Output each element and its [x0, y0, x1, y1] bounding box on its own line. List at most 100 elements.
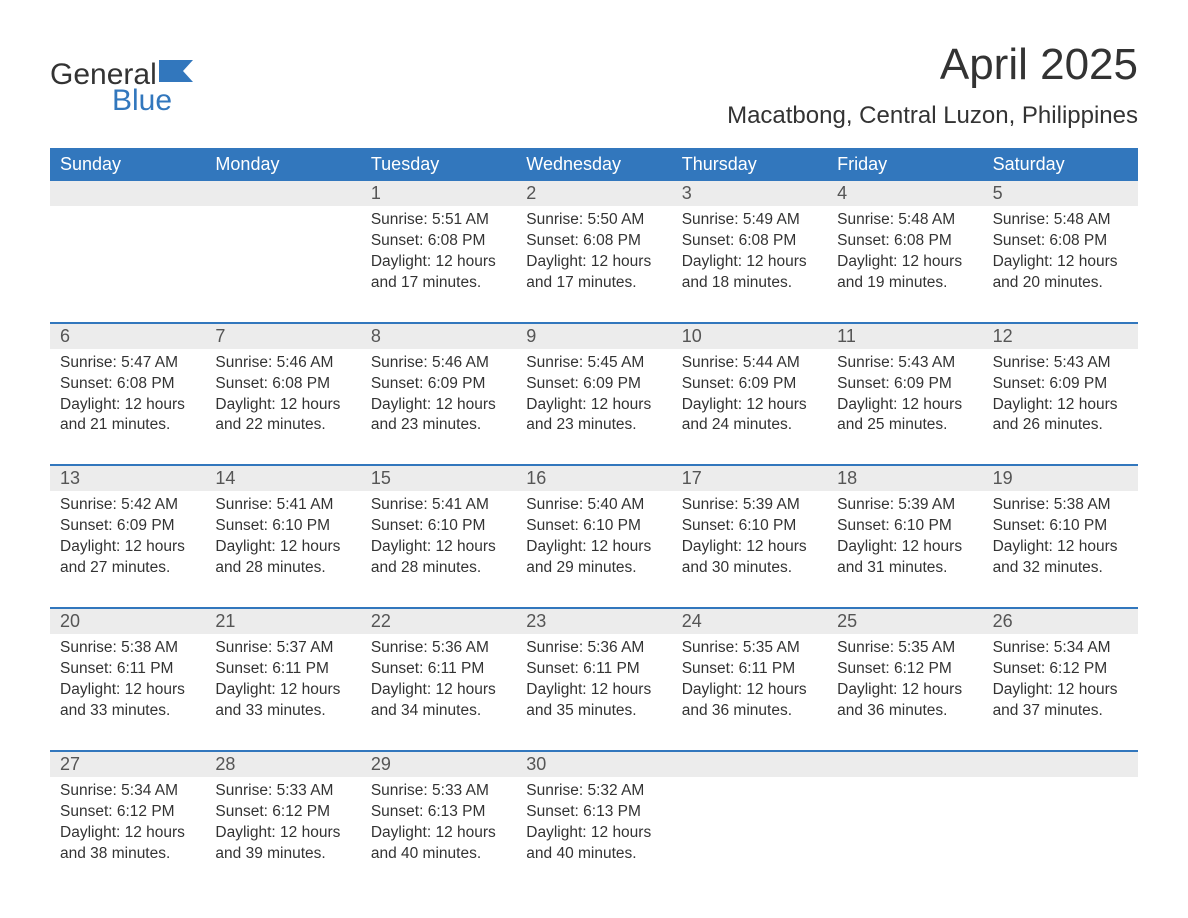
- day-cell-line: Sunrise: 5:51 AM: [371, 210, 506, 231]
- day-number: 29: [361, 752, 516, 777]
- day-cell: Sunrise: 5:35 AMSunset: 6:12 PMDaylight:…: [827, 634, 982, 732]
- month-title: April 2025: [727, 40, 1138, 90]
- day-cell-line: and 36 minutes.: [682, 701, 817, 722]
- day-cell: Sunrise: 5:32 AMSunset: 6:13 PMDaylight:…: [516, 777, 671, 875]
- day-number: 27: [50, 752, 205, 777]
- title-block: April 2025 Macatbong, Central Luzon, Phi…: [727, 40, 1138, 130]
- day-number: 18: [827, 466, 982, 491]
- day-cell-line: Sunrise: 5:36 AM: [526, 638, 661, 659]
- week-row: 12345 Sunrise: 5:51 AM Sunset: 6:08 PM Dayl…: [50, 181, 1138, 304]
- day-cell-line: Daylight: 12 hours: [371, 252, 506, 273]
- day-cell-line: and 35 minutes.: [526, 701, 661, 722]
- day-cell: Sunrise: 5:44 AMSunset: 6:09 PMDaylight:…: [672, 349, 827, 447]
- day-cell-line: Sunrise: 5:45 AM: [526, 353, 661, 374]
- day-cell-line: Sunset: 6:13 PM: [526, 802, 661, 823]
- day-cell-line: Daylight: 12 hours: [993, 395, 1128, 416]
- day-header-sunday: Sunday: [50, 148, 205, 181]
- day-cell-line: Sunset: 6:11 PM: [60, 659, 195, 680]
- day-cell-line: Sunrise: 5:38 AM: [60, 638, 195, 659]
- day-number: 24: [672, 609, 827, 634]
- week-row: 27282930Sunrise: 5:34 AMSunset: 6:12 PMD…: [50, 750, 1138, 875]
- day-cell-line: Sunrise: 5:48 AM: [993, 210, 1128, 231]
- day-cell-line: Sunrise: 5:36 AM: [371, 638, 506, 659]
- day-cell-line: Sunset: 6:12 PM: [215, 802, 350, 823]
- day-cell-line: and 33 minutes.: [215, 701, 350, 722]
- day-cell-line: Sunrise: 5:33 AM: [215, 781, 350, 802]
- day-cell-line: Sunrise: 5:32 AM: [526, 781, 661, 802]
- day-cell-line: Sunset: 6:08 PM: [60, 374, 195, 395]
- day-cell-line: Sunrise: 5:50 AM: [526, 210, 661, 231]
- day-header-wednesday: Wednesday: [516, 148, 671, 181]
- day-cell-line: Daylight: 12 hours: [682, 680, 817, 701]
- logo-flag-icon: [159, 60, 193, 87]
- day-cell-line: and 20 minutes.: [993, 273, 1128, 294]
- day-cell-line: Sunrise: 5:39 AM: [837, 495, 972, 516]
- day-number: [827, 752, 982, 777]
- day-cell-line: and 23 minutes.: [371, 415, 506, 436]
- day-number: 10: [672, 324, 827, 349]
- day-cell-line: Sunrise: 5:40 AM: [526, 495, 661, 516]
- day-cell: Sunrise: 5:49 AMSunset: 6:08 PMDaylight:…: [672, 206, 827, 304]
- day-cell-line: and 40 minutes.: [371, 844, 506, 865]
- day-cell-line: Sunset: 6:11 PM: [371, 659, 506, 680]
- day-number: [50, 181, 205, 206]
- day-cell-line: Sunset: 6:08 PM: [837, 231, 972, 252]
- day-cell-line: Daylight: 12 hours: [526, 823, 661, 844]
- day-cell-line: Sunset: 6:10 PM: [682, 516, 817, 537]
- day-header-row: SundayMondayTuesdayWednesdayThursdayFrid…: [50, 148, 1138, 181]
- day-cell-line: and 21 minutes.: [60, 415, 195, 436]
- day-cell-line: Sunset: 6:10 PM: [215, 516, 350, 537]
- day-number: 3: [672, 181, 827, 206]
- day-cell-line: Daylight: 12 hours: [371, 395, 506, 416]
- day-number: 12: [983, 324, 1138, 349]
- day-cell-line: and 28 minutes.: [371, 558, 506, 579]
- day-number: [672, 752, 827, 777]
- day-cell-line: Sunset: 6:09 PM: [371, 374, 506, 395]
- day-cell-line: Sunrise: 5:46 AM: [371, 353, 506, 374]
- day-number: 16: [516, 466, 671, 491]
- day-cell-line: Daylight: 12 hours: [371, 680, 506, 701]
- day-cell-line: Sunrise: 5:34 AM: [60, 781, 195, 802]
- day-cell-line: Daylight: 12 hours: [837, 680, 972, 701]
- day-number: 6: [50, 324, 205, 349]
- day-header-thursday: Thursday: [672, 148, 827, 181]
- day-cell: Sunrise: 5:39 AMSunset: 6:10 PMDaylight:…: [827, 491, 982, 589]
- day-cell-line: Sunrise: 5:41 AM: [371, 495, 506, 516]
- daynum-row: 12345: [50, 181, 1138, 206]
- day-cell-line: and 39 minutes.: [215, 844, 350, 865]
- day-number: 7: [205, 324, 360, 349]
- day-cell-line: Sunset: 6:09 PM: [526, 374, 661, 395]
- week-row: 20212223242526Sunrise: 5:38 AMSunset: 6:…: [50, 607, 1138, 732]
- day-cell-line: and 25 minutes.: [837, 415, 972, 436]
- day-cell-line: and 33 minutes.: [60, 701, 195, 722]
- day-number: 23: [516, 609, 671, 634]
- day-cell-line: Sunset: 6:11 PM: [526, 659, 661, 680]
- day-cell-line: Sunrise: 5:41 AM: [215, 495, 350, 516]
- day-cell-line: Sunset: 6:12 PM: [993, 659, 1128, 680]
- day-cell: Sunrise: 5:47 AMSunset: 6:08 PMDaylight:…: [50, 349, 205, 447]
- day-cell: [50, 206, 205, 304]
- day-cell-line: and 28 minutes.: [215, 558, 350, 579]
- day-cell-line: Daylight: 12 hours: [526, 395, 661, 416]
- day-number: 17: [672, 466, 827, 491]
- day-cell: Sunrise: 5:36 AMSunset: 6:11 PMDaylight:…: [361, 634, 516, 732]
- day-cell-line: Sunrise: 5:48 AM: [837, 210, 972, 231]
- day-number: 9: [516, 324, 671, 349]
- day-cell-line: Daylight: 12 hours: [215, 680, 350, 701]
- day-cell: Sunrise: 5:38 AMSunset: 6:10 PMDaylight:…: [983, 491, 1138, 589]
- day-cell-line: Sunrise: 5:43 AM: [837, 353, 972, 374]
- day-cell-line: Sunset: 6:12 PM: [837, 659, 972, 680]
- day-cell-line: Daylight: 12 hours: [682, 252, 817, 273]
- day-number: 8: [361, 324, 516, 349]
- day-cell: Sunrise: 5:33 AMSunset: 6:13 PMDaylight:…: [361, 777, 516, 875]
- day-cell-line: Sunset: 6:12 PM: [60, 802, 195, 823]
- day-cell: Sunrise: 5:34 AMSunset: 6:12 PMDaylight:…: [983, 634, 1138, 732]
- day-cell-line: and 38 minutes.: [60, 844, 195, 865]
- day-cell-line: Sunrise: 5:35 AM: [837, 638, 972, 659]
- day-header-tuesday: Tuesday: [361, 148, 516, 181]
- day-cell: Sunrise: 5:33 AMSunset: 6:12 PMDaylight:…: [205, 777, 360, 875]
- logo-text-block: General Blue: [50, 60, 193, 116]
- day-cell-line: Daylight: 12 hours: [993, 680, 1128, 701]
- day-cell-line: Daylight: 12 hours: [526, 537, 661, 558]
- day-cell: Sunrise: 5:38 AMSunset: 6:11 PMDaylight:…: [50, 634, 205, 732]
